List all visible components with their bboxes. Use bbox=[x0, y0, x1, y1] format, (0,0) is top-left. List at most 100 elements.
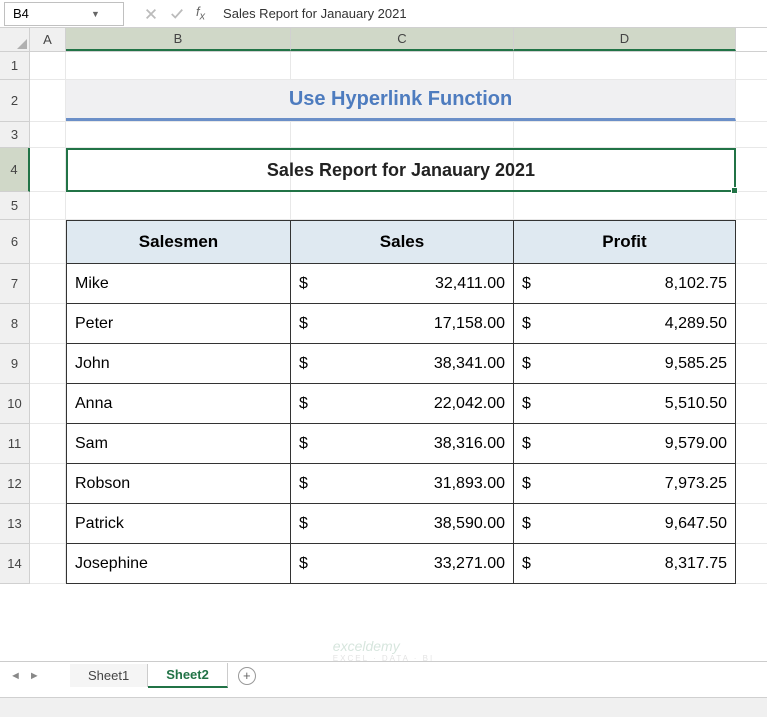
col-header-salesmen[interactable]: Salesmen bbox=[66, 220, 291, 264]
cell[interactable] bbox=[66, 122, 291, 147]
cancel-icon[interactable] bbox=[144, 7, 158, 21]
table-row: Peter$17,158.00$4,289.50 bbox=[66, 304, 736, 344]
row-headers: 1 2 3 4 5 6 7 8 9 10 11 12 13 14 bbox=[0, 52, 30, 584]
cell-sales[interactable]: $32,411.00 bbox=[291, 264, 514, 304]
cell[interactable] bbox=[30, 304, 66, 343]
cell-profit[interactable]: $8,102.75 bbox=[514, 264, 736, 304]
cell-sales[interactable]: $38,590.00 bbox=[291, 504, 514, 544]
formula-input[interactable]: Sales Report for Janauary 2021 bbox=[215, 6, 767, 21]
cell[interactable] bbox=[30, 192, 66, 219]
tab-next-icon[interactable]: ► bbox=[29, 670, 40, 682]
cell[interactable] bbox=[30, 464, 66, 503]
row-header[interactable]: 13 bbox=[0, 504, 30, 544]
cell-sales[interactable]: $38,316.00 bbox=[291, 424, 514, 464]
tab-sheet1[interactable]: Sheet1 bbox=[70, 664, 148, 687]
title-cell[interactable]: Use Hyperlink Function bbox=[66, 80, 736, 121]
table-row: Sam$38,316.00$9,579.00 bbox=[66, 424, 736, 464]
fx-icon[interactable]: fx bbox=[196, 4, 205, 23]
cell[interactable] bbox=[30, 220, 66, 263]
cell[interactable] bbox=[514, 52, 736, 79]
accept-icon[interactable] bbox=[170, 7, 184, 21]
row-header[interactable]: 3 bbox=[0, 122, 30, 148]
table-row: Patrick$38,590.00$9,647.50 bbox=[66, 504, 736, 544]
cell-sales[interactable]: $17,158.00 bbox=[291, 304, 514, 344]
selection-handle[interactable] bbox=[731, 187, 738, 194]
cell-profit[interactable]: $7,973.25 bbox=[514, 464, 736, 504]
cell[interactable] bbox=[291, 122, 514, 147]
selected-cell[interactable]: Sales Report for Janauary 2021 bbox=[66, 148, 736, 192]
horizontal-scrollbar[interactable] bbox=[0, 697, 767, 717]
col-header-d[interactable]: D bbox=[514, 28, 736, 51]
row-header[interactable]: 6 bbox=[0, 220, 30, 264]
col-header-profit[interactable]: Profit bbox=[514, 220, 736, 264]
cell[interactable] bbox=[30, 264, 66, 303]
cell-name[interactable]: Peter bbox=[66, 304, 291, 344]
tab-prev-icon[interactable]: ◄ bbox=[10, 670, 21, 682]
row-header[interactable]: 12 bbox=[0, 464, 30, 504]
cell-profit[interactable]: $9,647.50 bbox=[514, 504, 736, 544]
grid-area: 1 2 3 4 5 6 7 8 9 10 11 12 13 14 Use Hyp… bbox=[0, 52, 767, 584]
cell[interactable] bbox=[66, 52, 291, 79]
cell-name[interactable]: Mike bbox=[66, 264, 291, 304]
row-header[interactable]: 1 bbox=[0, 52, 30, 80]
cell[interactable] bbox=[291, 52, 514, 79]
row-header[interactable]: 4 bbox=[0, 148, 30, 192]
col-header-sales[interactable]: Sales bbox=[291, 220, 514, 264]
table-row: Mike$32,411.00$8,102.75 bbox=[66, 264, 736, 304]
row-header[interactable]: 14 bbox=[0, 544, 30, 584]
row-header[interactable]: 10 bbox=[0, 384, 30, 424]
row-header[interactable]: 11 bbox=[0, 424, 30, 464]
cell[interactable] bbox=[30, 148, 66, 191]
col-header-b[interactable]: B bbox=[66, 28, 291, 51]
column-headers: A B C D bbox=[0, 28, 767, 52]
cell[interactable] bbox=[30, 80, 66, 121]
data-table: Salesmen Sales Profit Mike$32,411.00$8,1… bbox=[66, 220, 736, 584]
cell-name[interactable]: Patrick bbox=[66, 504, 291, 544]
cell-sales[interactable]: $22,042.00 bbox=[291, 384, 514, 424]
cell-sales[interactable]: $31,893.00 bbox=[291, 464, 514, 504]
cell[interactable] bbox=[30, 52, 66, 79]
formula-bar-icons bbox=[144, 7, 184, 21]
col-header-a[interactable]: A bbox=[30, 28, 66, 51]
formula-bar: B4 ▼ fx Sales Report for Janauary 2021 bbox=[0, 0, 767, 28]
tab-sheet2[interactable]: Sheet2 bbox=[148, 663, 228, 688]
cell[interactable] bbox=[30, 344, 66, 383]
table-row: Robson$31,893.00$7,973.25 bbox=[66, 464, 736, 504]
cell-name[interactable]: Josephine bbox=[66, 544, 291, 584]
cell-profit[interactable]: $8,317.75 bbox=[514, 544, 736, 584]
select-all-button[interactable] bbox=[0, 28, 30, 51]
cells-container: Use Hyperlink Function Sales Report for … bbox=[30, 52, 767, 584]
row-header[interactable]: 9 bbox=[0, 344, 30, 384]
row-header[interactable]: 2 bbox=[0, 80, 30, 122]
cell[interactable] bbox=[514, 122, 736, 147]
row-header[interactable]: 7 bbox=[0, 264, 30, 304]
row-header[interactable]: 8 bbox=[0, 304, 30, 344]
row-header[interactable]: 5 bbox=[0, 192, 30, 220]
cell[interactable] bbox=[30, 544, 66, 583]
cell[interactable] bbox=[66, 192, 291, 219]
cell-name[interactable]: Sam bbox=[66, 424, 291, 464]
cell[interactable] bbox=[291, 192, 514, 219]
cell-sales[interactable]: $38,341.00 bbox=[291, 344, 514, 384]
chevron-down-icon[interactable]: ▼ bbox=[68, 9, 123, 19]
name-box[interactable]: B4 ▼ bbox=[4, 2, 124, 26]
cell-name[interactable]: Robson bbox=[66, 464, 291, 504]
cell[interactable] bbox=[514, 192, 736, 219]
tab-nav-arrows: ◄ ► bbox=[10, 670, 40, 682]
col-header-c[interactable]: C bbox=[291, 28, 514, 51]
cell-profit[interactable]: $4,289.50 bbox=[514, 304, 736, 344]
cell-profit[interactable]: $9,585.25 bbox=[514, 344, 736, 384]
cell-profit[interactable]: $5,510.50 bbox=[514, 384, 736, 424]
cell-name[interactable]: Anna bbox=[66, 384, 291, 424]
watermark: exceldemy EXCEL · DATA · BI bbox=[333, 638, 434, 663]
cell[interactable] bbox=[30, 122, 66, 147]
cell[interactable] bbox=[30, 384, 66, 423]
table-row: Anna$22,042.00$5,510.50 bbox=[66, 384, 736, 424]
grid-row bbox=[30, 192, 767, 220]
cell-profit[interactable]: $9,579.00 bbox=[514, 424, 736, 464]
cell-sales[interactable]: $33,271.00 bbox=[291, 544, 514, 584]
cell-name[interactable]: John bbox=[66, 344, 291, 384]
cell[interactable] bbox=[30, 504, 66, 543]
new-sheet-button[interactable]: + bbox=[238, 667, 256, 685]
cell[interactable] bbox=[30, 424, 66, 463]
